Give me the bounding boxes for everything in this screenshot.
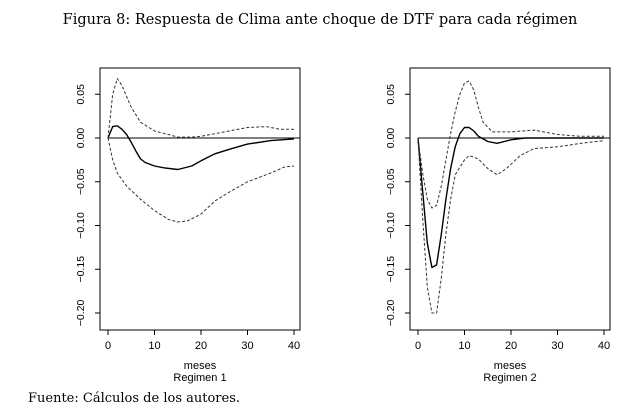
panel-title: Regimen 2 (483, 372, 536, 384)
series-banda-superior (417, 80, 604, 209)
y-tick-label: −0.20 (75, 300, 87, 327)
x-tick-label: 20 (195, 340, 207, 352)
y-tick-label: 0.05 (385, 84, 397, 105)
y-tick-label: −0.05 (75, 168, 87, 195)
x-tick-label: 40 (598, 340, 610, 352)
y-tick-label: −0.10 (75, 212, 87, 239)
y-tick-label: −0.15 (385, 256, 397, 283)
x-tick-label: 0 (415, 340, 421, 352)
x-tick-label: 0 (105, 340, 111, 352)
x-axis-label: meses (494, 360, 527, 372)
panel-title: Regimen 1 (173, 372, 226, 384)
x-tick-label: 30 (241, 340, 253, 352)
series-respuesta (417, 126, 604, 269)
panel-2: 0 10 20 30 40 0.05 0.00 −0.05 −0.10 −0.15 −0.20 mes… (385, 67, 611, 384)
y-tick-label: −0.05 (385, 168, 397, 195)
source-note: Fuente: Cálculos de los autores. (28, 391, 240, 406)
figure-title: Figura 8: Respuesta de Clima ante choque… (63, 12, 578, 28)
x-tick-label: 30 (551, 340, 563, 352)
panel-1: 0 10 20 30 40 0.05 0.00 −0.05 −0.10 −0.15 −0.20 mes… (75, 67, 301, 384)
plot-frame (409, 67, 611, 331)
y-tick-label: 0.00 (75, 128, 87, 149)
y-tick-label: −0.20 (385, 300, 397, 327)
series-banda-superior (107, 78, 294, 139)
x-tick-label: 10 (148, 340, 160, 352)
y-tick-label: 0.00 (385, 128, 397, 149)
series-banda-inferior (107, 137, 295, 223)
plot-frame (99, 67, 301, 331)
series-banda-inferior (417, 137, 605, 314)
x-axis-label: meses (184, 360, 217, 372)
x-tick-label: 10 (458, 340, 470, 352)
y-tick-label: 0.05 (75, 84, 87, 105)
y-tick-label: −0.15 (75, 256, 87, 283)
y-tick-label: −0.10 (385, 212, 397, 239)
x-tick-label: 40 (288, 340, 300, 352)
x-tick-label: 20 (505, 340, 517, 352)
series-respuesta (107, 125, 295, 171)
